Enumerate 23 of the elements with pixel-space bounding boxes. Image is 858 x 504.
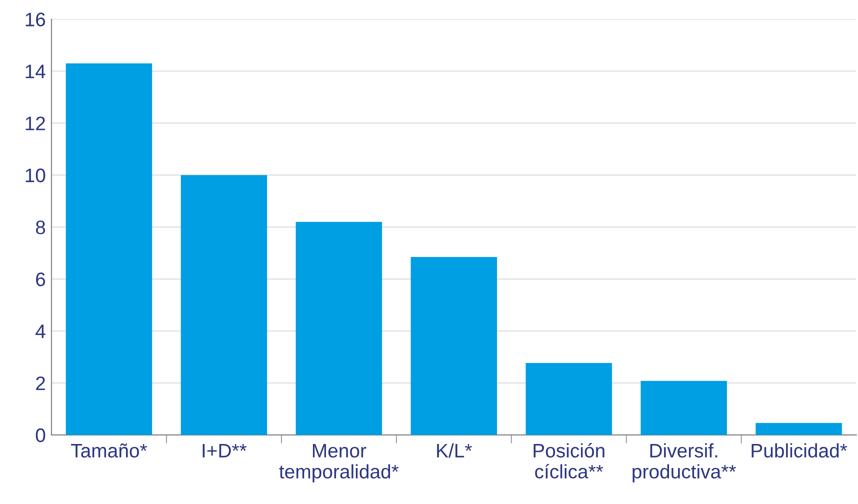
y-tick-label: 12 — [26, 116, 45, 130]
bar — [180, 175, 268, 435]
x-tick-label: Publicidad* — [752, 443, 848, 458]
bar — [756, 423, 842, 435]
x-tick-label: Tamaño* — [71, 443, 148, 458]
x-tick-label: Menor temporalidad* — [279, 444, 399, 482]
y-tick-label: 16 — [26, 12, 46, 26]
y-tick-label: 6 — [36, 272, 46, 286]
bar — [640, 380, 727, 435]
bar — [526, 362, 612, 435]
bar — [410, 256, 497, 435]
x-tick-label: K/L* — [437, 443, 472, 458]
bar — [296, 222, 382, 435]
bar — [66, 63, 152, 435]
y-tick-label: 2 — [36, 376, 45, 390]
y-tick-label: 0 — [36, 428, 46, 442]
x-tick-label: I+D** — [202, 444, 247, 458]
x-tick-label: Posición cíclica** — [534, 443, 604, 479]
y-tick-label: 10 — [26, 168, 46, 182]
x-tick-label: Diversif. productiva** — [632, 443, 736, 482]
y-tick-label: 8 — [36, 220, 46, 234]
y-tick-label: 14 — [26, 64, 46, 78]
y-tick-label: 4 — [36, 324, 46, 338]
